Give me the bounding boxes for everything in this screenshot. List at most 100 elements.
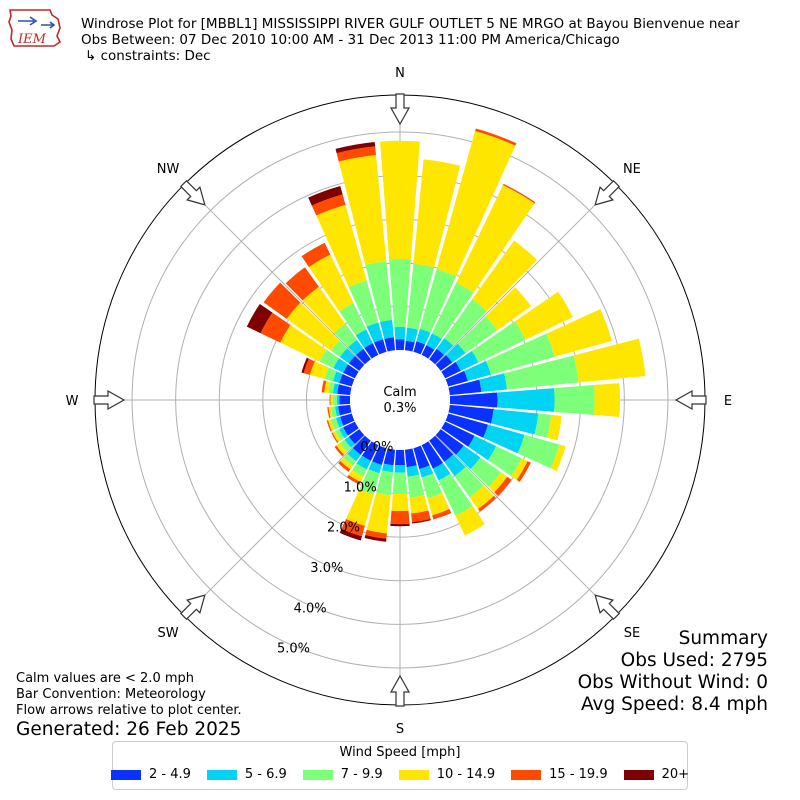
wind-bar-segment xyxy=(497,388,555,412)
wind-bar-segment xyxy=(380,140,420,260)
plot-title: Windrose Plot for [MBBL1] MISSISSIPPI RI… xyxy=(81,16,740,32)
radial-tick-label: 4.0% xyxy=(294,601,327,616)
wind-bar-segment xyxy=(280,324,327,362)
wind-bar-segment xyxy=(328,406,333,418)
wind-bar-segment xyxy=(338,460,351,472)
wind-bar-segment xyxy=(352,463,367,477)
legend-item: 2 - 4.9 xyxy=(110,767,191,782)
wind-bar-segment xyxy=(340,457,353,470)
wind-bar-segment xyxy=(391,493,409,512)
wind-bar-segment xyxy=(404,340,415,352)
wind-bar-segment xyxy=(468,435,497,461)
wind-bar-segment xyxy=(449,392,498,408)
wind-bar-segment xyxy=(471,321,526,363)
notes-block: Calm values are < 2.0 mph Bar Convention… xyxy=(16,671,242,719)
wind-bar-segment xyxy=(355,329,373,348)
compass-label: SW xyxy=(158,626,179,641)
wind-bar-segment xyxy=(301,357,309,374)
radial-tick-label: 1.0% xyxy=(344,480,377,495)
wind-bar-segment xyxy=(454,466,484,498)
wind-bar-segment xyxy=(366,492,391,534)
compass-label: S xyxy=(396,722,404,737)
wind-bar-segment xyxy=(426,333,442,350)
wind-bar-segment xyxy=(573,338,646,383)
wind-bar-segment xyxy=(455,445,481,470)
radial-tick-label: 3.0% xyxy=(310,561,343,576)
wind-bar-segment xyxy=(421,473,443,499)
wind-bar-segment xyxy=(329,394,331,406)
wind-bar-segment xyxy=(324,367,337,382)
wind-bar-segment xyxy=(455,506,485,536)
wind-bar-segment xyxy=(348,280,379,327)
summary-box: Summary Obs Used: 2795 Obs Without Wind:… xyxy=(578,628,768,716)
wind-bar-segment xyxy=(429,435,454,462)
wind-bar-segment xyxy=(411,510,431,523)
wind-bar-segment xyxy=(421,345,435,359)
wind-bar-segment xyxy=(326,420,332,432)
wind-bar-segment xyxy=(406,465,420,477)
wind-bar-segment xyxy=(336,395,340,405)
wind-bar-segment xyxy=(376,470,393,496)
grid-spoke xyxy=(183,399,401,617)
wind-bar-segment xyxy=(441,421,475,447)
wind-bar-segment xyxy=(319,349,339,369)
flow-arrow-icon xyxy=(179,179,206,206)
legend: Wind Speed [mph] 2 - 4.9 5 - 6.9 7 - 9.9 10… xyxy=(110,741,689,790)
wind-bar-segment xyxy=(348,429,365,445)
obs-period: Obs Between: 07 Dec 2010 10:00 AM - 31 D… xyxy=(81,32,620,48)
wind-bar-segment xyxy=(361,441,379,461)
wind-bar-segment xyxy=(594,383,620,417)
radial-tick-label: 0.0% xyxy=(360,440,393,455)
wind-bar-segment xyxy=(347,475,361,485)
wind-bar-segment xyxy=(486,333,555,375)
wind-bar-segment xyxy=(455,350,479,371)
flow-arrow-icon xyxy=(389,674,411,707)
wind-bar-segment xyxy=(550,444,566,472)
wind-bar-segment xyxy=(340,413,355,426)
wind-bar-segment xyxy=(534,413,552,438)
wind-bar-segment xyxy=(359,469,380,495)
wind-bar-segment xyxy=(419,269,457,333)
wind-bar-segment xyxy=(335,142,376,154)
wind-bar-segment xyxy=(327,419,335,431)
wind-bar-segment xyxy=(502,183,536,204)
wind-bar-segment xyxy=(448,379,482,396)
flow-arrows xyxy=(93,93,707,707)
wind-bar-segment xyxy=(339,395,351,405)
wind-bar-segment xyxy=(330,417,340,430)
wind-bar-segment xyxy=(469,485,494,510)
calm-note: Calm values are < 2.0 mph xyxy=(16,671,195,686)
wind-bar-segment xyxy=(444,299,487,346)
wind-bar-segment xyxy=(445,413,489,438)
flow-arrow-icon xyxy=(179,594,206,621)
wind-bar-segment xyxy=(483,424,525,454)
wind-bar-segment xyxy=(302,286,346,334)
wind-bar-segment xyxy=(343,364,359,379)
wind-bar-segment xyxy=(339,528,362,541)
grid-spoke xyxy=(399,399,617,617)
legend-label: 5 - 6.9 xyxy=(244,767,287,782)
wind-bar-segment xyxy=(405,327,419,343)
generated-date: Generated: 26 Feb 2025 xyxy=(16,719,242,740)
flow-arrow-icon xyxy=(389,93,411,126)
wind-bar-segment xyxy=(383,448,396,466)
legend-swatch xyxy=(398,769,429,780)
flow-arrow-icon xyxy=(674,389,707,411)
wind-bar-segment xyxy=(337,384,352,396)
wind-bar-segment xyxy=(336,443,348,455)
wind-bar-segment xyxy=(339,373,355,387)
wind-bar-segment xyxy=(348,470,364,483)
wind-bar-segment xyxy=(413,341,426,355)
wind-bar-segment xyxy=(331,432,339,444)
wind-bar-segment xyxy=(435,429,464,455)
wind-bar-segment xyxy=(348,355,365,371)
wind-bar-segment xyxy=(344,436,355,448)
wind-bar-segment xyxy=(372,445,387,465)
wind-bar-segment xyxy=(324,381,331,393)
wind-bar-segment xyxy=(368,461,382,474)
wind-bar-segment xyxy=(446,343,466,363)
wind-bar-segment xyxy=(413,445,430,470)
wind-bar-segment xyxy=(456,185,535,293)
wind-bar-segment xyxy=(365,261,393,323)
title-block: Windrose Plot for [MBBL1] MISSISSIPPI RI… xyxy=(81,16,740,64)
